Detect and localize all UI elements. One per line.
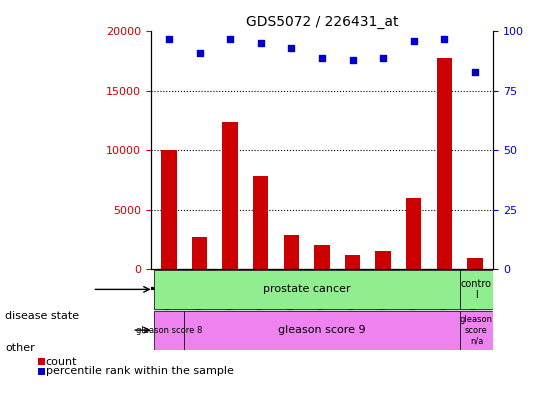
- Point: [348, 57, 357, 63]
- Bar: [215, 269, 245, 340]
- Text: disease state: disease state: [5, 311, 80, 321]
- Bar: [253, 176, 268, 269]
- Point: [317, 54, 326, 61]
- Point: [287, 45, 295, 51]
- Text: percentile rank within the sample: percentile rank within the sample: [46, 366, 234, 376]
- Bar: [460, 269, 490, 340]
- Text: count: count: [46, 356, 77, 367]
- Title: GDS5072 / 226431_at: GDS5072 / 226431_at: [246, 15, 398, 29]
- Bar: [314, 245, 329, 269]
- Bar: [307, 269, 337, 340]
- Bar: [276, 269, 307, 340]
- FancyBboxPatch shape: [184, 310, 460, 350]
- Text: gleason score 8: gleason score 8: [136, 326, 202, 334]
- Point: [164, 35, 173, 42]
- Point: [410, 38, 418, 44]
- Point: [257, 40, 265, 46]
- Point: [379, 54, 388, 61]
- FancyBboxPatch shape: [154, 310, 184, 350]
- Point: [440, 35, 448, 42]
- Bar: [184, 269, 215, 340]
- Bar: [345, 255, 360, 269]
- Bar: [429, 269, 460, 340]
- Point: [195, 50, 204, 56]
- Text: contro
l: contro l: [461, 279, 492, 300]
- Bar: [284, 235, 299, 269]
- Bar: [192, 237, 207, 269]
- Bar: [368, 269, 398, 340]
- Bar: [376, 251, 391, 269]
- Bar: [337, 269, 368, 340]
- FancyArrow shape: [146, 287, 158, 289]
- Text: gleason score 9: gleason score 9: [278, 325, 366, 335]
- FancyBboxPatch shape: [460, 270, 493, 309]
- Point: [471, 69, 479, 75]
- Bar: [467, 258, 482, 269]
- Text: prostate cancer: prostate cancer: [263, 285, 350, 294]
- Bar: [406, 198, 421, 269]
- Point: [226, 35, 234, 42]
- FancyBboxPatch shape: [154, 270, 460, 309]
- Bar: [161, 150, 177, 269]
- Text: other: other: [5, 343, 35, 353]
- FancyBboxPatch shape: [460, 310, 493, 350]
- Text: gleason
score
n/a: gleason score n/a: [460, 315, 493, 345]
- Bar: [154, 269, 184, 340]
- Bar: [398, 269, 429, 340]
- Bar: [437, 57, 452, 269]
- Bar: [223, 122, 238, 269]
- Bar: [245, 269, 276, 340]
